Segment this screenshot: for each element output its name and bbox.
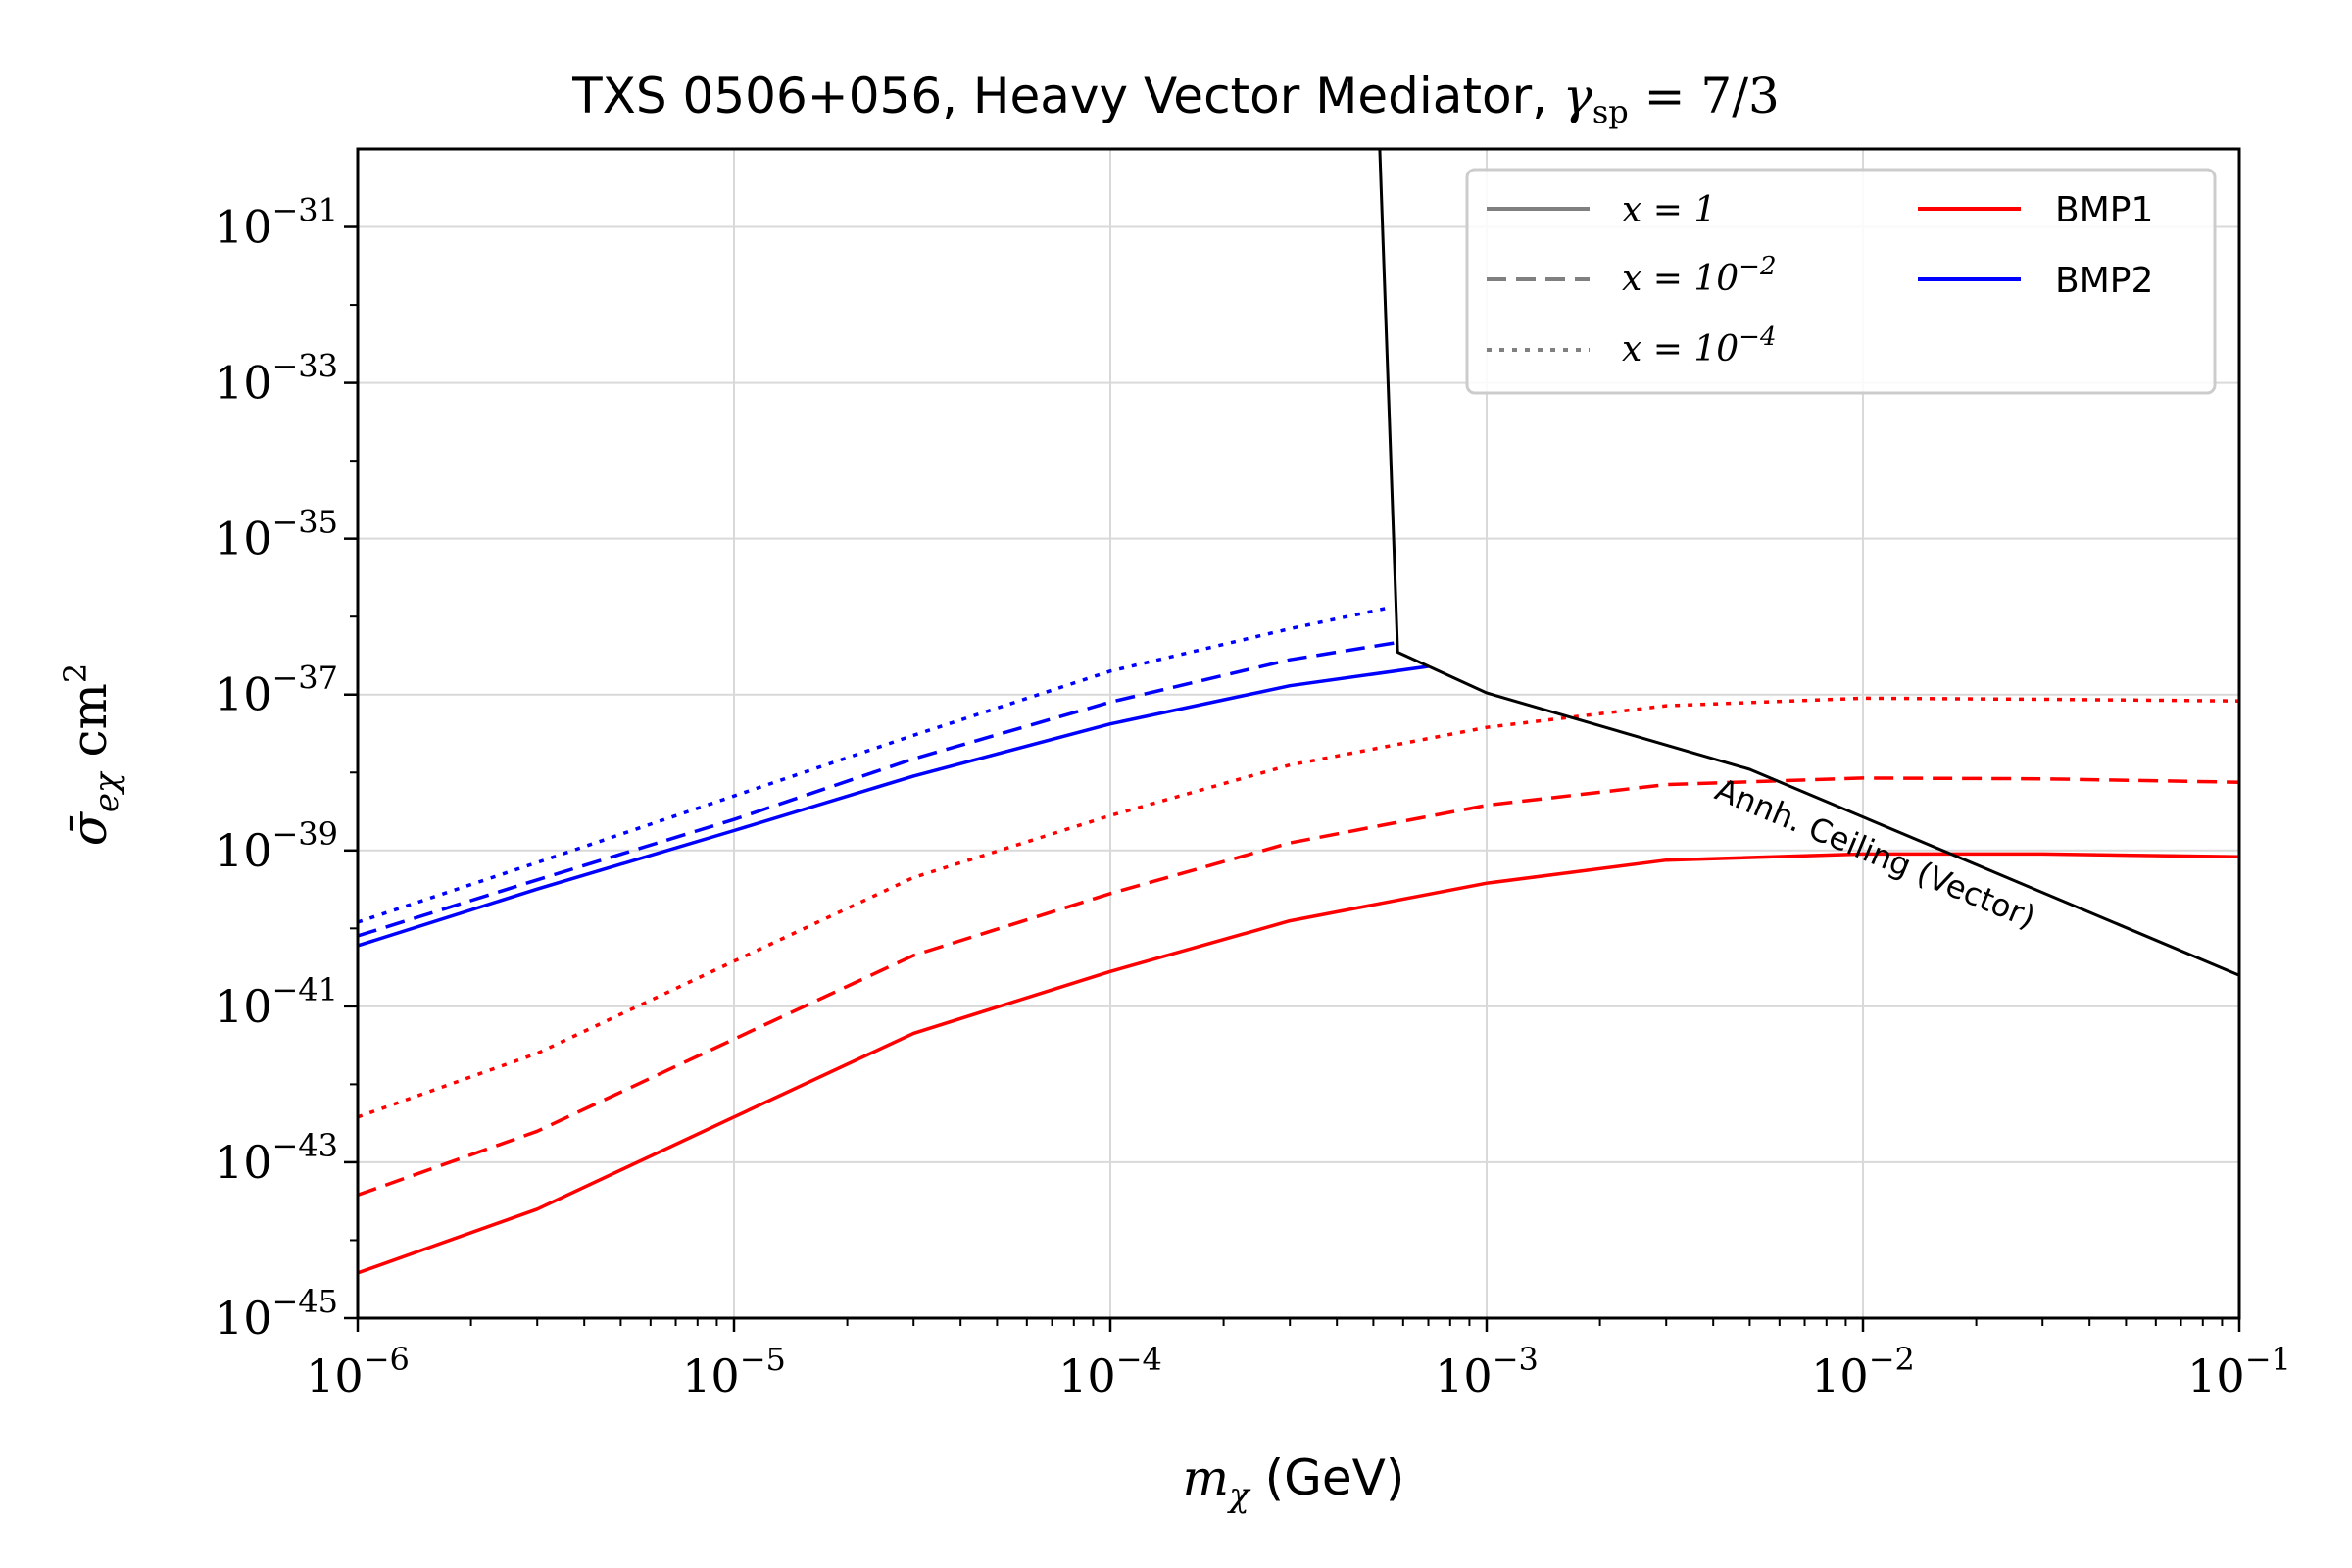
- x-tick-label: 10−5: [682, 1341, 786, 1402]
- legend-label-x1e-4: x = 10−4: [1622, 322, 1777, 369]
- y-tick-label: 10−41: [215, 971, 338, 1033]
- ticks: [344, 225, 2241, 1332]
- legend-label-bmp2: BMP2: [2055, 261, 2153, 301]
- legend-label-x1: x = 1: [1622, 190, 1716, 230]
- y-axis-label: σ̄eχ cm2: [57, 663, 126, 847]
- series-bmp1-dotted: [358, 696, 2239, 1119]
- legend-label-x1e-2: x = 10−2: [1622, 252, 1777, 299]
- series-bmp1-solid: [358, 852, 2239, 1275]
- series-ceiling-solid: [1378, 149, 2239, 977]
- y-tick-label: 10−31: [215, 192, 338, 254]
- x-tick-label: 10−4: [1058, 1341, 1162, 1402]
- series-bmp2-dotted: [358, 606, 1390, 924]
- x-tick-label: 10−3: [1435, 1341, 1539, 1402]
- legend-label-bmp1: BMP1: [2055, 190, 2153, 230]
- y-tick-label: 10−33: [215, 348, 338, 410]
- tick-labels: 10−6 10−5 10−4 10−3 10−2 10−1 10−45 10−43 10−41 1…: [215, 192, 2291, 1402]
- series-bmp1-dashed: [358, 776, 2239, 1198]
- x-tick-label: 10−2: [1811, 1341, 1915, 1402]
- y-tick-label: 10−37: [215, 660, 338, 721]
- series-bmp2-dashed: [358, 639, 1404, 938]
- y-tick-label: 10−35: [215, 504, 338, 565]
- y-tick-label: 10−45: [215, 1283, 338, 1345]
- chart-title: TXS 0506+056, Heavy Vector Mediator, γsp…: [571, 68, 1780, 130]
- grid: [357, 149, 2240, 1319]
- x-tick-label: 10−1: [2187, 1341, 2291, 1402]
- x-tick-label: 10−6: [306, 1341, 410, 1402]
- x-axis-label: mχ (GeV): [1183, 1449, 1405, 1515]
- legend: x = 1 x = 10−2 x = 10−4 BMP1 BMP2: [1465, 168, 2217, 395]
- plot-frame: [356, 147, 2241, 1320]
- legend-box: [1465, 168, 2217, 395]
- y-tick-label: 10−39: [215, 815, 338, 877]
- series-bmp2-solid: [358, 664, 1429, 948]
- y-tick-label: 10−43: [215, 1127, 338, 1189]
- series-layer: [358, 149, 2239, 1275]
